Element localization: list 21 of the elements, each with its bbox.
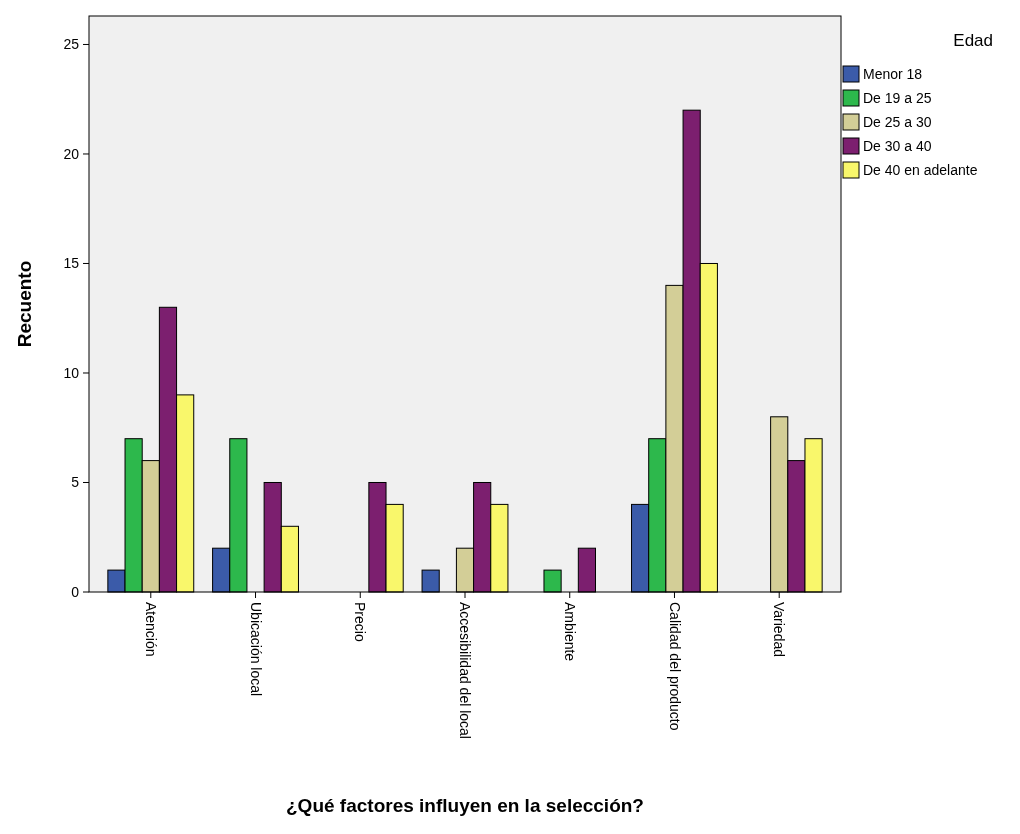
x-axis-title: ¿Qué factores influyen en la selección?	[286, 795, 644, 816]
legend-label: De 40 en adelante	[863, 161, 978, 178]
legend-label: De 19 a 25	[863, 89, 932, 106]
x-tick-label: Accesibilidad del local	[457, 602, 474, 739]
y-tick-label: 20	[63, 145, 80, 162]
legend-title: Edad	[953, 31, 993, 50]
y-tick-label: 25	[63, 36, 80, 53]
y-axis-title: Recuento	[14, 260, 35, 348]
x-tick-label: Atención	[142, 602, 159, 657]
x-tick-label: Ambiente	[561, 602, 578, 662]
y-tick-label: 5	[71, 474, 80, 491]
legend-label: Menor 18	[863, 65, 923, 82]
y-tick-label: 15	[63, 255, 80, 272]
x-tick-label: Ubicación local	[247, 602, 264, 697]
legend-label: De 30 a 40	[863, 137, 932, 154]
y-tick-label: 10	[63, 364, 80, 381]
x-tick-label: Calidad del producto	[666, 602, 683, 731]
y-tick-label: 0	[71, 583, 80, 600]
legend-label: De 25 a 30	[863, 113, 932, 130]
x-tick-label: Precio	[352, 602, 369, 642]
x-tick-label: Variedad	[771, 602, 788, 658]
